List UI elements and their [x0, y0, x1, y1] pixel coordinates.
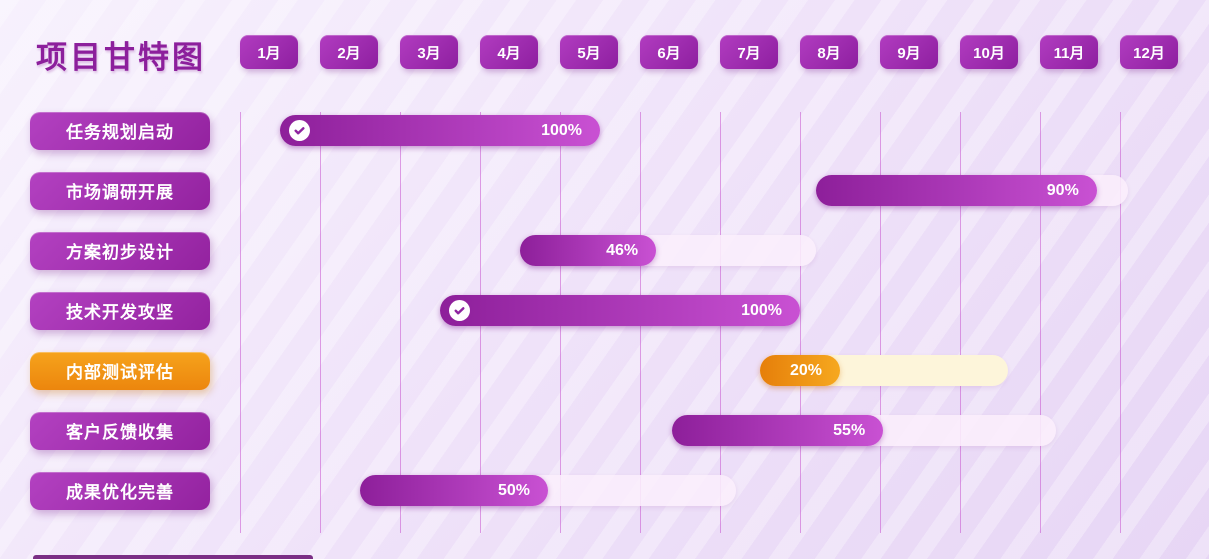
month-button-10[interactable]: 10月: [960, 35, 1018, 69]
gantt-bar-track: 90%: [816, 175, 1128, 206]
task-label-button[interactable]: 技术开发攻坚: [30, 291, 210, 330]
percent-label: 100%: [741, 302, 782, 319]
gantt-bar-fill: 55%: [672, 415, 884, 446]
month-button-5[interactable]: 5月: [560, 35, 618, 69]
percent-label: 50%: [497, 482, 530, 499]
gantt-bar-track: 46%: [520, 235, 816, 266]
page-title: 项目甘特图: [36, 40, 206, 75]
month-gridline: [800, 112, 801, 533]
gantt-bar-fill: 20%: [760, 355, 840, 386]
gantt-bar-fill: 46%: [520, 235, 657, 266]
percent-label: 55%: [833, 422, 866, 439]
month-gridline: [1120, 112, 1121, 533]
month-gridline: [240, 112, 241, 533]
month-gridline: [1040, 112, 1041, 533]
task-label-button[interactable]: 客户反馈收集: [30, 411, 210, 450]
task-label-button[interactable]: 方案初步设计: [30, 231, 210, 270]
month-button-2[interactable]: 2月: [320, 35, 378, 69]
month-gridline: [960, 112, 961, 533]
month-button-4[interactable]: 4月: [480, 35, 538, 69]
bottom-partial-element: [33, 555, 313, 559]
month-button-9[interactable]: 9月: [880, 35, 938, 69]
month-button-7[interactable]: 7月: [720, 35, 778, 69]
task-label-button[interactable]: 内部测试评估: [30, 351, 210, 390]
month-button-12[interactable]: 12月: [1120, 35, 1178, 69]
month-button-3[interactable]: 3月: [400, 35, 458, 69]
percent-label: 100%: [541, 122, 582, 139]
month-button-11[interactable]: 11月: [1040, 35, 1098, 69]
month-gridline: [320, 112, 321, 533]
gantt-bar-fill: 50%: [360, 475, 548, 506]
task-label-button[interactable]: 市场调研开展: [30, 171, 210, 210]
percent-label: 46%: [606, 242, 639, 259]
gantt-bar-fill: 90%: [816, 175, 1097, 206]
month-button-6[interactable]: 6月: [640, 35, 698, 69]
gantt-bar-track: 20%: [760, 355, 1008, 386]
gantt-bar-track: 50%: [360, 475, 736, 506]
gantt-bar-fill: 100%: [440, 295, 800, 326]
gantt-bar-fill: 100%: [280, 115, 600, 146]
month-gridline: [880, 112, 881, 533]
check-icon: [289, 120, 310, 141]
percent-label: 90%: [1046, 182, 1079, 199]
month-button-1[interactable]: 1月: [240, 35, 298, 69]
month-button-8[interactable]: 8月: [800, 35, 858, 69]
gantt-bar-track: 100%: [440, 295, 800, 326]
gantt-bar-track: 100%: [280, 115, 600, 146]
month-gridline: [400, 112, 401, 533]
percent-label: 20%: [789, 362, 822, 379]
task-label-button[interactable]: 成果优化完善: [30, 471, 210, 510]
gantt-bar-track: 55%: [672, 415, 1056, 446]
check-icon: [449, 300, 470, 321]
task-label-button[interactable]: 任务规划启动: [30, 111, 210, 150]
